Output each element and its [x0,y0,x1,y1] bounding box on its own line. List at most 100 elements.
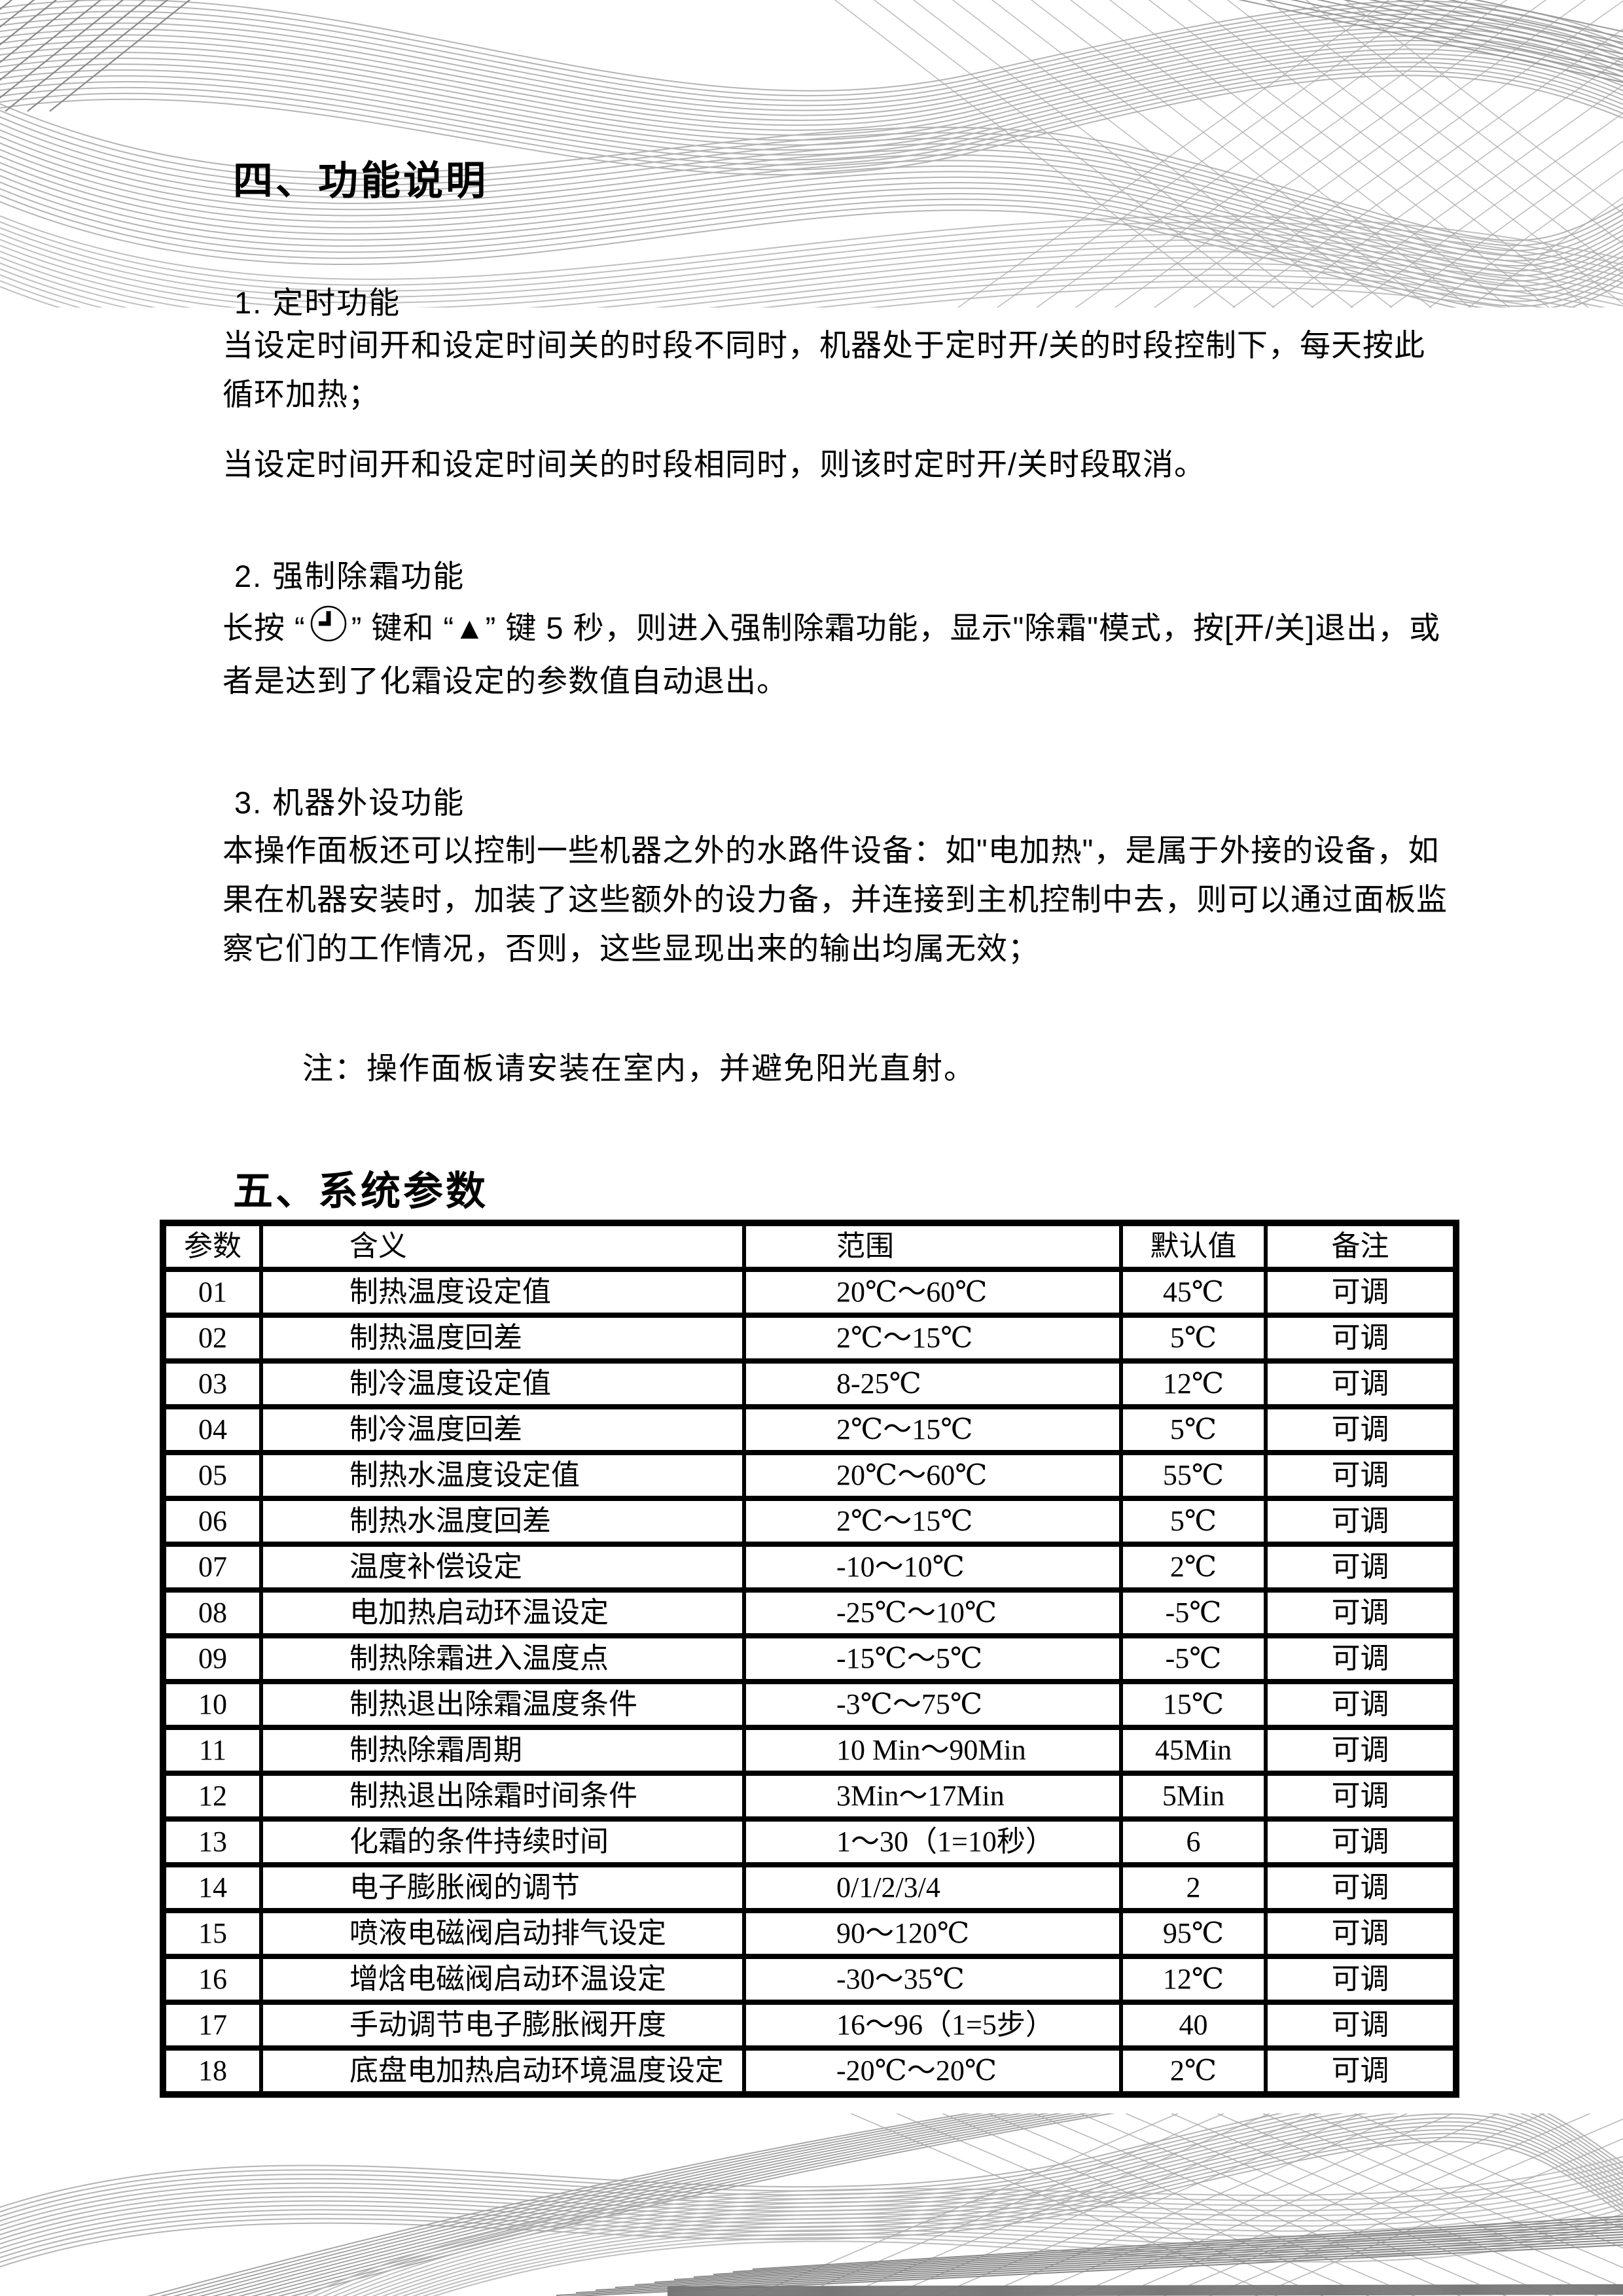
param-number-cell: 03 [161,1358,263,1409]
range-cell: 2℃～15℃ [742,1404,1123,1455]
meaning-cell: 制热除霜进入温度点 [259,1633,746,1684]
remark-cell: 可调 [1264,1816,1458,1867]
table-row: 09 制热除霜进入温度点 -15℃～5℃ -5℃ 可调 [161,1633,1458,1684]
table-row: 01 制热温度设定值 20℃～60℃ 45℃ 可调 [161,1267,1458,1318]
installation-note: 注：操作面板请安装在室内，并避免阳光直射。 [302,1051,976,1086]
default-value-cell: 5℃ [1119,1313,1268,1364]
remark-cell: 可调 [1264,1862,1458,1913]
meaning-cell: 制冷温度回差 [259,1404,746,1455]
default-value-cell: 2℃ [1119,2045,1268,2097]
table-row: 17 手动调节电子膨胀阀开度 16～96（1=5步） 40 可调 [161,2000,1458,2051]
param-number-cell: 13 [161,1816,263,1867]
range-cell: -25℃～10℃ [742,1587,1123,1638]
range-cell: 10 Min～90Min [742,1725,1123,1776]
param-number-cell: 04 [161,1404,263,1455]
range-cell: -30～35℃ [742,1954,1123,2005]
range-cell: 16～96（1=5步） [742,2000,1123,2051]
table-row: 07 温度补偿设定 -10～10℃ 2℃ 可调 [161,1542,1458,1593]
param-number-cell: 12 [161,1771,263,1822]
meaning-cell: 制热除霜周期 [259,1725,746,1776]
default-value-cell: 40 [1119,2000,1268,2051]
default-value-cell: 2℃ [1119,1542,1268,1593]
default-value-cell: -5℃ [1119,1633,1268,1684]
meaning-cell: 制热水温度回差 [259,1496,746,1547]
range-cell: 0/1/2/3/4 [742,1862,1123,1913]
param-number-cell: 09 [161,1633,263,1684]
system-parameters-table: 参数 含义 范围 默认值 备注 01 制热温度设定值 20℃～60℃ 45℃ 可调 02 制… [160,1220,1459,2098]
meaning-cell: 化霜的条件持续时间 [259,1816,746,1867]
range-cell: 20℃～60℃ [742,1450,1123,1501]
meaning-cell: 手动调节电子膨胀阀开度 [259,2000,746,2051]
param-number-cell: 10 [161,1679,263,1730]
remark-cell: 可调 [1264,1450,1458,1501]
meaning-cell: 电子膨胀阀的调节 [259,1862,746,1913]
function-2-heading: 2. 强制除霜功能 [234,559,465,593]
meaning-cell: 制热退出除霜温度条件 [259,1679,746,1730]
table-row: 13 化霜的条件持续时间 1～30（1=10秒） 6 可调 [161,1816,1458,1867]
table-row: 03 制冷温度设定值 8-25℃ 12℃ 可调 [161,1358,1458,1409]
range-cell: -10～10℃ [742,1542,1123,1593]
default-value-cell: 5Min [1119,1771,1268,1822]
remark-cell: 可调 [1264,1313,1458,1364]
col-header-remark: 备注 [1264,1220,1458,1272]
range-cell: 2℃～15℃ [742,1496,1123,1547]
table-row: 08 电加热启动环温设定 -25℃～10℃ -5℃ 可调 [161,1587,1458,1638]
range-cell: 90～120℃ [742,1908,1123,1959]
table-row: 12 制热退出除霜时间条件 3Min～17Min 5Min 可调 [161,1771,1458,1822]
meaning-cell: 制冷温度设定值 [259,1358,746,1409]
range-cell: -15℃～5℃ [742,1633,1123,1684]
table-row: 10 制热退出除霜温度条件 -3℃～75℃ 15℃ 可调 [161,1679,1458,1730]
remark-cell: 可调 [1264,1496,1458,1547]
table-row: 11 制热除霜周期 10 Min～90Min 45Min 可调 [161,1725,1458,1776]
remark-cell: 可调 [1264,1404,1458,1455]
default-value-cell: 2 [1119,1862,1268,1913]
param-number-cell: 02 [161,1313,263,1364]
clock-key-icon [310,605,348,656]
remark-cell: 可调 [1264,1542,1458,1593]
col-header-meaning: 含义 [259,1220,746,1272]
meaning-cell: 制热退出除霜时间条件 [259,1771,746,1822]
table-row: 04 制冷温度回差 2℃～15℃ 5℃ 可调 [161,1404,1458,1455]
range-cell: -3℃～75℃ [742,1679,1123,1730]
meaning-cell: 温度补偿设定 [259,1542,746,1593]
paragraph-text: 长按 “ [223,610,306,645]
meaning-cell: 制热温度设定值 [259,1267,746,1318]
col-header-default: 默认值 [1119,1220,1268,1272]
table-row: 05 制热水温度设定值 20℃～60℃ 55℃ 可调 [161,1450,1458,1501]
param-number-cell: 05 [161,1450,263,1501]
param-number-cell: 06 [161,1496,263,1547]
function-3-heading: 3. 机器外设功能 [234,785,465,820]
default-value-cell: 12℃ [1119,1358,1268,1409]
paragraph-text: ” 键和 “▲” 键 5 秒，则进入强制除霜功能，显示"除霜"模式，按[开/关]… [223,610,1441,698]
table-row: 02 制热温度回差 2℃～15℃ 5℃ 可调 [161,1313,1458,1364]
default-value-cell: 45Min [1119,1725,1268,1776]
remark-cell: 可调 [1264,1725,1458,1776]
default-value-cell: 12℃ [1119,1954,1268,2005]
default-value-cell: 45℃ [1119,1267,1268,1318]
meaning-cell: 底盘电加热启动环境温度设定 [259,2045,746,2097]
table-row: 14 电子膨胀阀的调节 0/1/2/3/4 2 可调 [161,1862,1458,1913]
remark-cell: 可调 [1264,1587,1458,1638]
col-header-param: 参数 [161,1220,263,1272]
function-1-paragraph-2: 当设定时间开和设定时间关的时段相同时，则该时定时开/关时段取消。 [223,447,1206,482]
default-value-cell: 5℃ [1119,1404,1268,1455]
function-2-paragraph: 长按 “” 键和 “▲” 键 5 秒，则进入强制除霜功能，显示"除霜"模式，按[… [223,603,1453,705]
remark-cell: 可调 [1264,1771,1458,1822]
param-number-cell: 14 [161,1862,263,1913]
default-value-cell: 15℃ [1119,1679,1268,1730]
remark-cell: 可调 [1264,1954,1458,2005]
table-header-row: 参数 含义 范围 默认值 备注 [161,1220,1458,1272]
param-number-cell: 18 [161,2045,263,2097]
function-1-heading: 1. 定时功能 [234,285,401,320]
table-row: 16 增焓电磁阀启动环温设定 -30～35℃ 12℃ 可调 [161,1954,1458,2005]
range-cell: 20℃～60℃ [742,1267,1123,1318]
section-4-title: 四、功能说明 [233,158,489,203]
remark-cell: 可调 [1264,1908,1458,1959]
range-cell: 8-25℃ [742,1358,1123,1409]
range-cell: -20℃～20℃ [742,2045,1123,2097]
meaning-cell: 增焓电磁阀启动环温设定 [259,1954,746,2005]
default-value-cell: 55℃ [1119,1450,1268,1501]
function-1-paragraph-1: 当设定时间开和设定时间关的时段不同时，机器处于定时开/关的时段控制下，每天按此循… [223,328,1426,412]
table-row: 18 底盘电加热启动环境温度设定 -20℃～20℃ 2℃ 可调 [161,2045,1458,2097]
